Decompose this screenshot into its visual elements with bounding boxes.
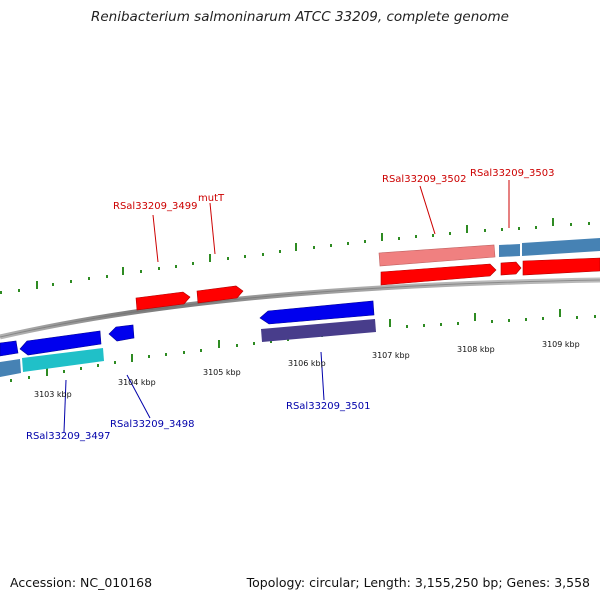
gene-RSal33209_3498[interactable] <box>108 324 135 342</box>
gene-RSal33209_3503[interactable] <box>500 261 522 276</box>
gene-reverse-left-edge[interactable] <box>0 340 19 357</box>
lower-tick-ruler <box>10 309 596 382</box>
gene-steelblue-lower[interactable] <box>0 359 21 377</box>
gene-label-RSal33209_3497[interactable]: RSal33209_3497 <box>26 431 110 442</box>
label-leader-lines <box>63 180 510 433</box>
gene-steelblue-upper-1[interactable] <box>499 244 520 257</box>
ruler-label: 3108 kbp <box>457 345 495 354</box>
gene-mutT[interactable] <box>196 285 244 304</box>
genome-summary-text: Topology: circular; Length: 3,155,250 bp… <box>246 575 590 590</box>
reverse-strand-genes <box>0 300 376 377</box>
gene-label-RSal33209_3498[interactable]: RSal33209_3498 <box>110 419 194 430</box>
accession-text: Accession: NC_010168 <box>10 575 153 590</box>
map-title: Renibacterium salmoninarum ATCC 33209, c… <box>91 9 509 25</box>
gene-darkslate[interactable] <box>261 319 376 342</box>
ruler-label: 3106 kbp <box>288 359 326 368</box>
gene-cyan[interactable] <box>22 348 104 372</box>
gene-steelblue-upper-2[interactable] <box>522 238 600 256</box>
gene-RSal33209_3501[interactable] <box>259 300 375 325</box>
gene-RSal33209_3502[interactable] <box>378 244 496 267</box>
ruler-label: 3104 kbp <box>118 378 156 387</box>
ruler-label: 3107 kbp <box>372 351 410 360</box>
gene-forward-cds-right[interactable] <box>522 257 600 276</box>
gene-labels: RSal33209_3499 mutT RSal33209_3502 RSal3… <box>26 168 554 442</box>
gene-label-RSal33209_3501[interactable]: RSal33209_3501 <box>286 401 370 412</box>
gene-label-RSal33209_3502[interactable]: RSal33209_3502 <box>382 174 466 185</box>
upper-tick-ruler <box>0 218 590 294</box>
gene-RSal33209_3497[interactable] <box>19 330 102 356</box>
gene-label-mutT[interactable]: mutT <box>198 193 225 204</box>
gene-label-RSal33209_3499[interactable]: RSal33209_3499 <box>113 201 197 212</box>
gene-RSal33209_3499[interactable] <box>135 291 191 311</box>
ruler-labels: 3103 kbp 3104 kbp 3105 kbp 3106 kbp 3107… <box>34 340 580 399</box>
forward-strand-genes <box>135 238 600 311</box>
gene-forward-cds-3502b[interactable] <box>380 263 497 286</box>
ruler-label: 3103 kbp <box>34 390 72 399</box>
ruler-label: 3109 kbp <box>542 340 580 349</box>
gene-label-RSal33209_3503[interactable]: RSal33209_3503 <box>470 168 554 179</box>
ruler-label: 3105 kbp <box>203 368 241 377</box>
